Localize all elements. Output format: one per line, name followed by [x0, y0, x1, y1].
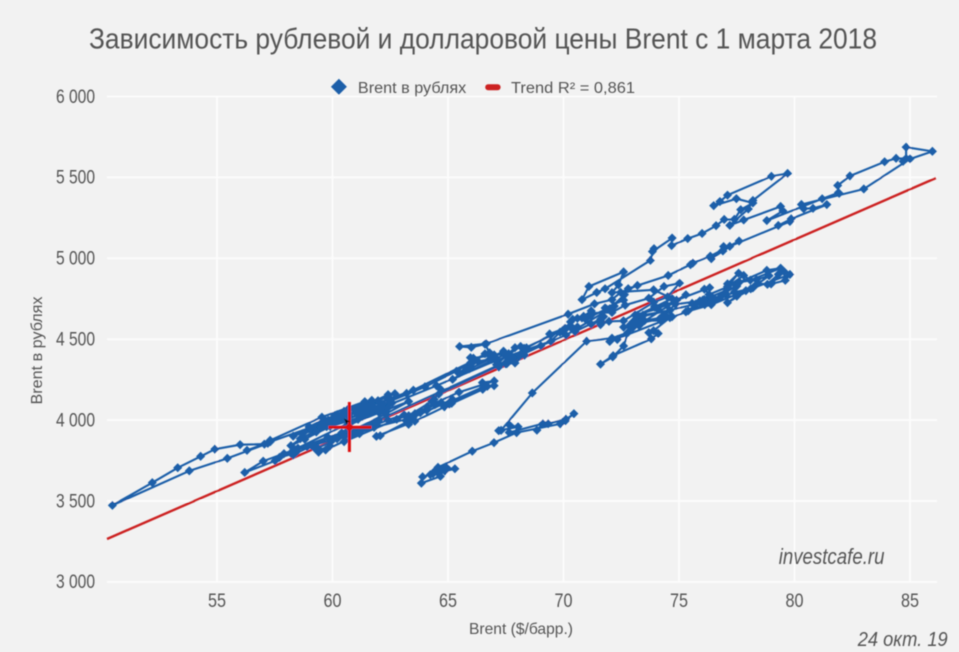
svg-text:Зависимость рублевой и долларо: Зависимость рублевой и долларовой цены B…: [89, 24, 877, 56]
svg-text:3 000: 3 000: [56, 572, 95, 593]
svg-text:4 000: 4 000: [56, 410, 95, 431]
svg-text:80: 80: [786, 591, 804, 612]
svg-text:Brent в рублях: Brent в рублях: [29, 297, 46, 405]
svg-text:5 500: 5 500: [56, 168, 95, 189]
svg-text:70: 70: [555, 591, 573, 612]
svg-text:5 000: 5 000: [56, 249, 95, 270]
svg-text:Brent в рублях: Brent в рублях: [358, 80, 467, 97]
svg-text:Brent ($/барр.): Brent ($/барр.): [469, 621, 573, 638]
svg-text:Trend R² = 0,861: Trend R² = 0,861: [511, 80, 635, 97]
svg-text:4 500: 4 500: [56, 330, 95, 351]
svg-text:75: 75: [670, 591, 688, 612]
svg-text:3 500: 3 500: [56, 491, 95, 512]
svg-text:24 окт. 19: 24 окт. 19: [857, 629, 948, 651]
svg-text:6 000: 6 000: [56, 87, 95, 108]
svg-text:investcafe.ru: investcafe.ru: [779, 544, 885, 569]
svg-text:65: 65: [439, 591, 457, 612]
svg-text:60: 60: [324, 591, 342, 612]
svg-text:85: 85: [901, 591, 919, 612]
svg-text:55: 55: [208, 591, 226, 612]
